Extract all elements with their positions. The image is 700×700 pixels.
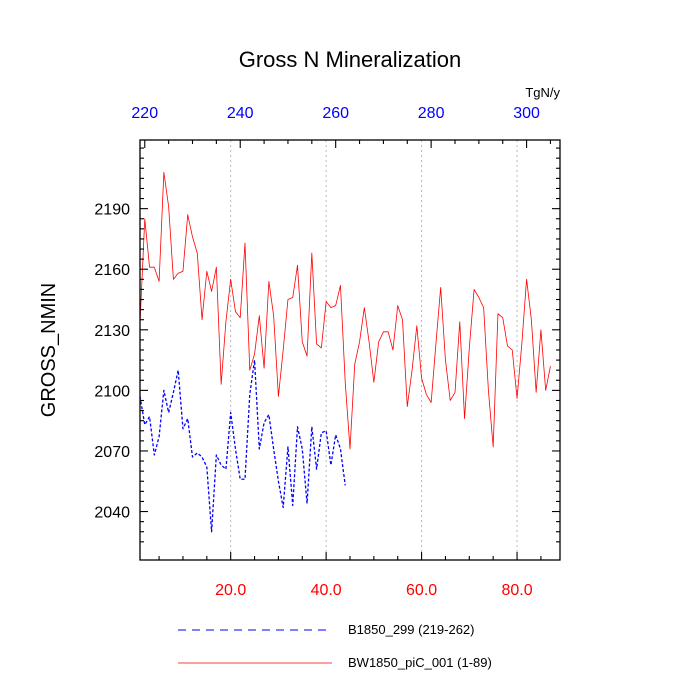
x-tick-label-top-300: 300 — [513, 105, 540, 122]
grid-lines — [230, 140, 518, 560]
y-tick-label-2070: 2070 — [94, 444, 130, 461]
series-layer — [139, 171, 551, 533]
y-tick-label-2190: 2190 — [94, 202, 130, 219]
x-tick-label-top-260: 260 — [322, 105, 349, 122]
y-tick-label-2040: 2040 — [94, 505, 130, 522]
x-tick-label-bottom-80: 80.0 — [501, 582, 532, 599]
x-tick-label-top-220: 220 — [131, 105, 158, 122]
y-axis-label: GROSS_NMIN — [38, 283, 60, 417]
legend-label-bw1850: BW1850_piC_001 (1-89) — [348, 655, 492, 670]
y-tick-label-2130: 2130 — [94, 323, 130, 340]
y-tick-label-2100: 2100 — [94, 383, 130, 400]
x-tick-label-bottom-40: 40.0 — [311, 582, 342, 599]
tick-labels: 2040 2070 2100 2130 2160 2190 20.0 40.0 60.0 80.0… — [94, 105, 540, 599]
units-label: TgN/y — [525, 85, 560, 100]
axis-ticks — [140, 140, 560, 560]
chart-title: Gross N Mineralization — [239, 47, 462, 72]
series-line-b1850 — [139, 359, 346, 533]
x-tick-label-bottom-60: 60.0 — [406, 582, 437, 599]
series-line-bw1850 — [139, 171, 551, 450]
legend-label-b1850: B1850_299 (219-262) — [348, 622, 475, 637]
x-tick-label-top-240: 240 — [227, 105, 254, 122]
y-tick-label-2160: 2160 — [94, 262, 130, 279]
x-tick-label-top-280: 280 — [418, 105, 445, 122]
x-tick-label-bottom-20: 20.0 — [215, 582, 246, 599]
legend: B1850_299 (219-262) BW1850_piC_001 (1-89… — [178, 622, 492, 670]
